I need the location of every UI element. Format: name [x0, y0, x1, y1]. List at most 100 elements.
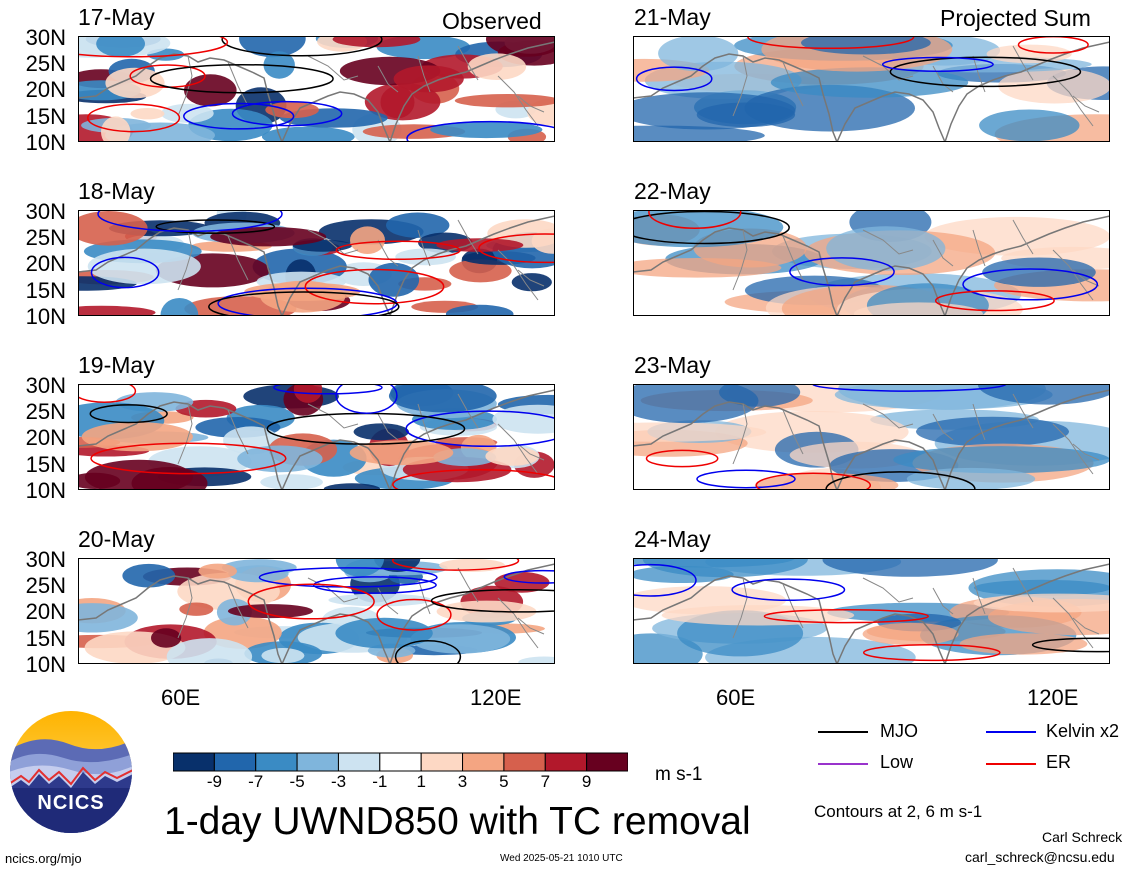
colorbar-swatch: [503, 752, 546, 772]
contour-line: [394, 640, 462, 664]
wind-anomaly-shading: [430, 121, 543, 139]
wind-anomaly-shading: [151, 628, 182, 648]
contour-line: [881, 56, 994, 73]
wind-anomaly-shading: [906, 467, 1036, 490]
coastline: [836, 91, 946, 142]
border-line: [517, 443, 545, 461]
wind-anomaly-shading: [78, 211, 148, 246]
ncics-logo: NCICS: [9, 710, 133, 834]
legend-er-label: ER: [1046, 752, 1072, 772]
wind-anomaly-shading: [633, 125, 765, 142]
wind-anomaly-shading: [770, 67, 969, 98]
contour-line: [208, 291, 400, 316]
lat-label: 20N: [25, 77, 66, 102]
legend-low-line: [818, 763, 868, 765]
border-line: [227, 583, 249, 629]
contour-line: [755, 472, 872, 490]
map-frame: [633, 210, 1110, 316]
wind-anomaly-shading: [96, 36, 145, 57]
ncics-logo-text: NCICS: [37, 792, 105, 814]
contour-line: [696, 469, 796, 489]
wind-anomaly-shading: [261, 648, 305, 664]
contour-line: [97, 210, 283, 233]
footer-url[interactable]: ncics.org/mjo: [5, 851, 82, 866]
border-line: [177, 55, 193, 117]
coastline: [944, 41, 1110, 142]
border-line: [227, 61, 249, 107]
lat-label: 30N: [25, 199, 66, 224]
wind-anomaly-shading: [105, 67, 165, 99]
border-line: [782, 61, 804, 107]
legend-er-line: [986, 763, 1036, 765]
contour-line: [962, 268, 1099, 301]
border-line: [862, 577, 914, 603]
contour-line: [503, 569, 555, 584]
coastline: [78, 53, 283, 142]
map-frame: [633, 558, 1110, 664]
wind-anomaly-shading: [130, 108, 165, 120]
wind-anomaly-shading: [982, 257, 1096, 287]
wind-anomaly-shading: [239, 36, 306, 58]
wind-anomaly-shading: [210, 227, 327, 247]
border-line: [932, 239, 954, 267]
border-line: [307, 403, 359, 429]
lat-label: 10N: [25, 130, 66, 155]
wind-anomaly-shading: [853, 302, 983, 316]
border-line: [457, 45, 479, 81]
lon-label: 60E: [716, 685, 756, 710]
wind-anomaly-shading: [228, 565, 289, 583]
wind-anomaly-shading: [826, 226, 946, 271]
coastline: [78, 575, 283, 664]
ncics-logo-icon: [10, 711, 132, 833]
footer-email[interactable]: carl_schreck@ncsu.edu: [965, 849, 1115, 865]
border-line: [177, 577, 193, 639]
lat-label: 25N: [25, 573, 66, 598]
panel-tag-projected: Projected Sum: [940, 5, 1091, 31]
colorbar-tick-label: -7: [248, 772, 264, 791]
lat-label: 25N: [25, 51, 66, 76]
panel-date: 20-May: [78, 526, 155, 552]
contour-line: [889, 56, 1082, 88]
map-frame: [633, 384, 1110, 490]
border-line: [457, 567, 479, 603]
border-line: [497, 75, 539, 127]
map-frame: [78, 384, 555, 490]
map-frame: [78, 210, 555, 316]
panel-date: 18-May: [78, 178, 155, 204]
panel-date: 21-May: [634, 4, 711, 30]
colorbar-tick-label: 5: [499, 772, 509, 791]
wind-anomaly-shading: [160, 103, 214, 123]
contour-line: [273, 384, 383, 395]
map-24-may: [633, 558, 1110, 664]
wind-anomaly-shading: [166, 638, 253, 664]
wind-anomaly-shading: [979, 109, 1080, 142]
lat-label: 15N: [25, 278, 66, 303]
contour-line: [406, 120, 555, 142]
legend-mjo-line: [818, 731, 868, 733]
colorbar-tick-label: -3: [330, 772, 347, 791]
colorbar-tick-label: 3: [457, 772, 468, 791]
wind-anomaly-shading: [122, 563, 176, 588]
border-line: [227, 235, 249, 281]
wind-anomaly-shading: [78, 305, 156, 316]
contour-line: [78, 36, 229, 58]
contour-line: [645, 449, 719, 468]
border-line: [517, 617, 545, 635]
wind-anomaly-shading: [754, 473, 899, 490]
colorbar-swatch: [544, 752, 588, 772]
wind-anomaly-shading: [986, 44, 1072, 64]
contour-line: [335, 240, 461, 261]
wind-anomaly-shading: [449, 259, 512, 283]
colorbar-tick-label: 9: [581, 772, 592, 791]
border-line: [1012, 567, 1034, 603]
border-line: [732, 577, 748, 639]
border-line: [932, 587, 954, 615]
border-line: [862, 229, 914, 255]
border-line: [972, 229, 986, 267]
wind-anomaly-shading: [323, 483, 380, 490]
wind-anomaly-shading: [445, 304, 514, 316]
wind-anomaly-shading: [328, 593, 432, 607]
contour-line: [247, 583, 375, 620]
wind-anomaly-shading: [160, 298, 199, 316]
wind-anomaly-shading: [228, 604, 313, 619]
